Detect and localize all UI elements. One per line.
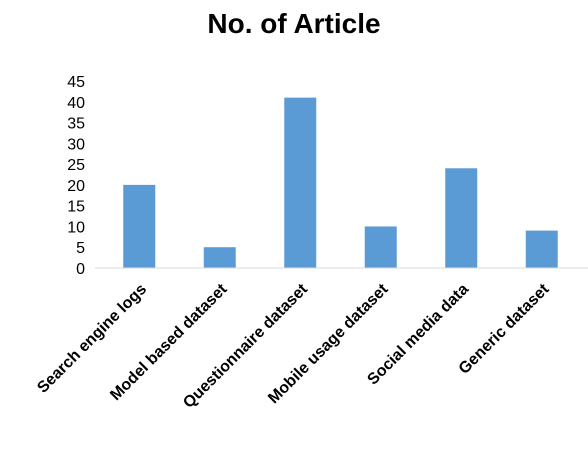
y-tick-label: 0: [76, 261, 85, 278]
y-axis-ticks: 0 5 10 15 20 25 30 35 40 45: [67, 74, 85, 278]
bar: [284, 97, 317, 268]
y-tick-label: 45: [67, 74, 85, 91]
bars: [123, 97, 558, 268]
y-tick-label: 30: [67, 136, 85, 153]
y-tick-label: 20: [67, 178, 85, 195]
bar: [203, 247, 236, 268]
x-category-label: Generic dataset: [456, 280, 553, 377]
y-tick-label: 25: [67, 157, 85, 174]
y-tick-label: 10: [67, 219, 85, 236]
bar: [445, 168, 478, 268]
y-tick-label: 40: [67, 95, 85, 112]
bar: [525, 230, 558, 268]
y-tick-label: 5: [76, 240, 85, 257]
chart-title: No. of Article: [207, 8, 381, 39]
bar: [364, 226, 397, 268]
bar: [123, 184, 156, 268]
y-tick-label: 35: [67, 116, 85, 133]
y-tick-label: 15: [67, 199, 85, 216]
